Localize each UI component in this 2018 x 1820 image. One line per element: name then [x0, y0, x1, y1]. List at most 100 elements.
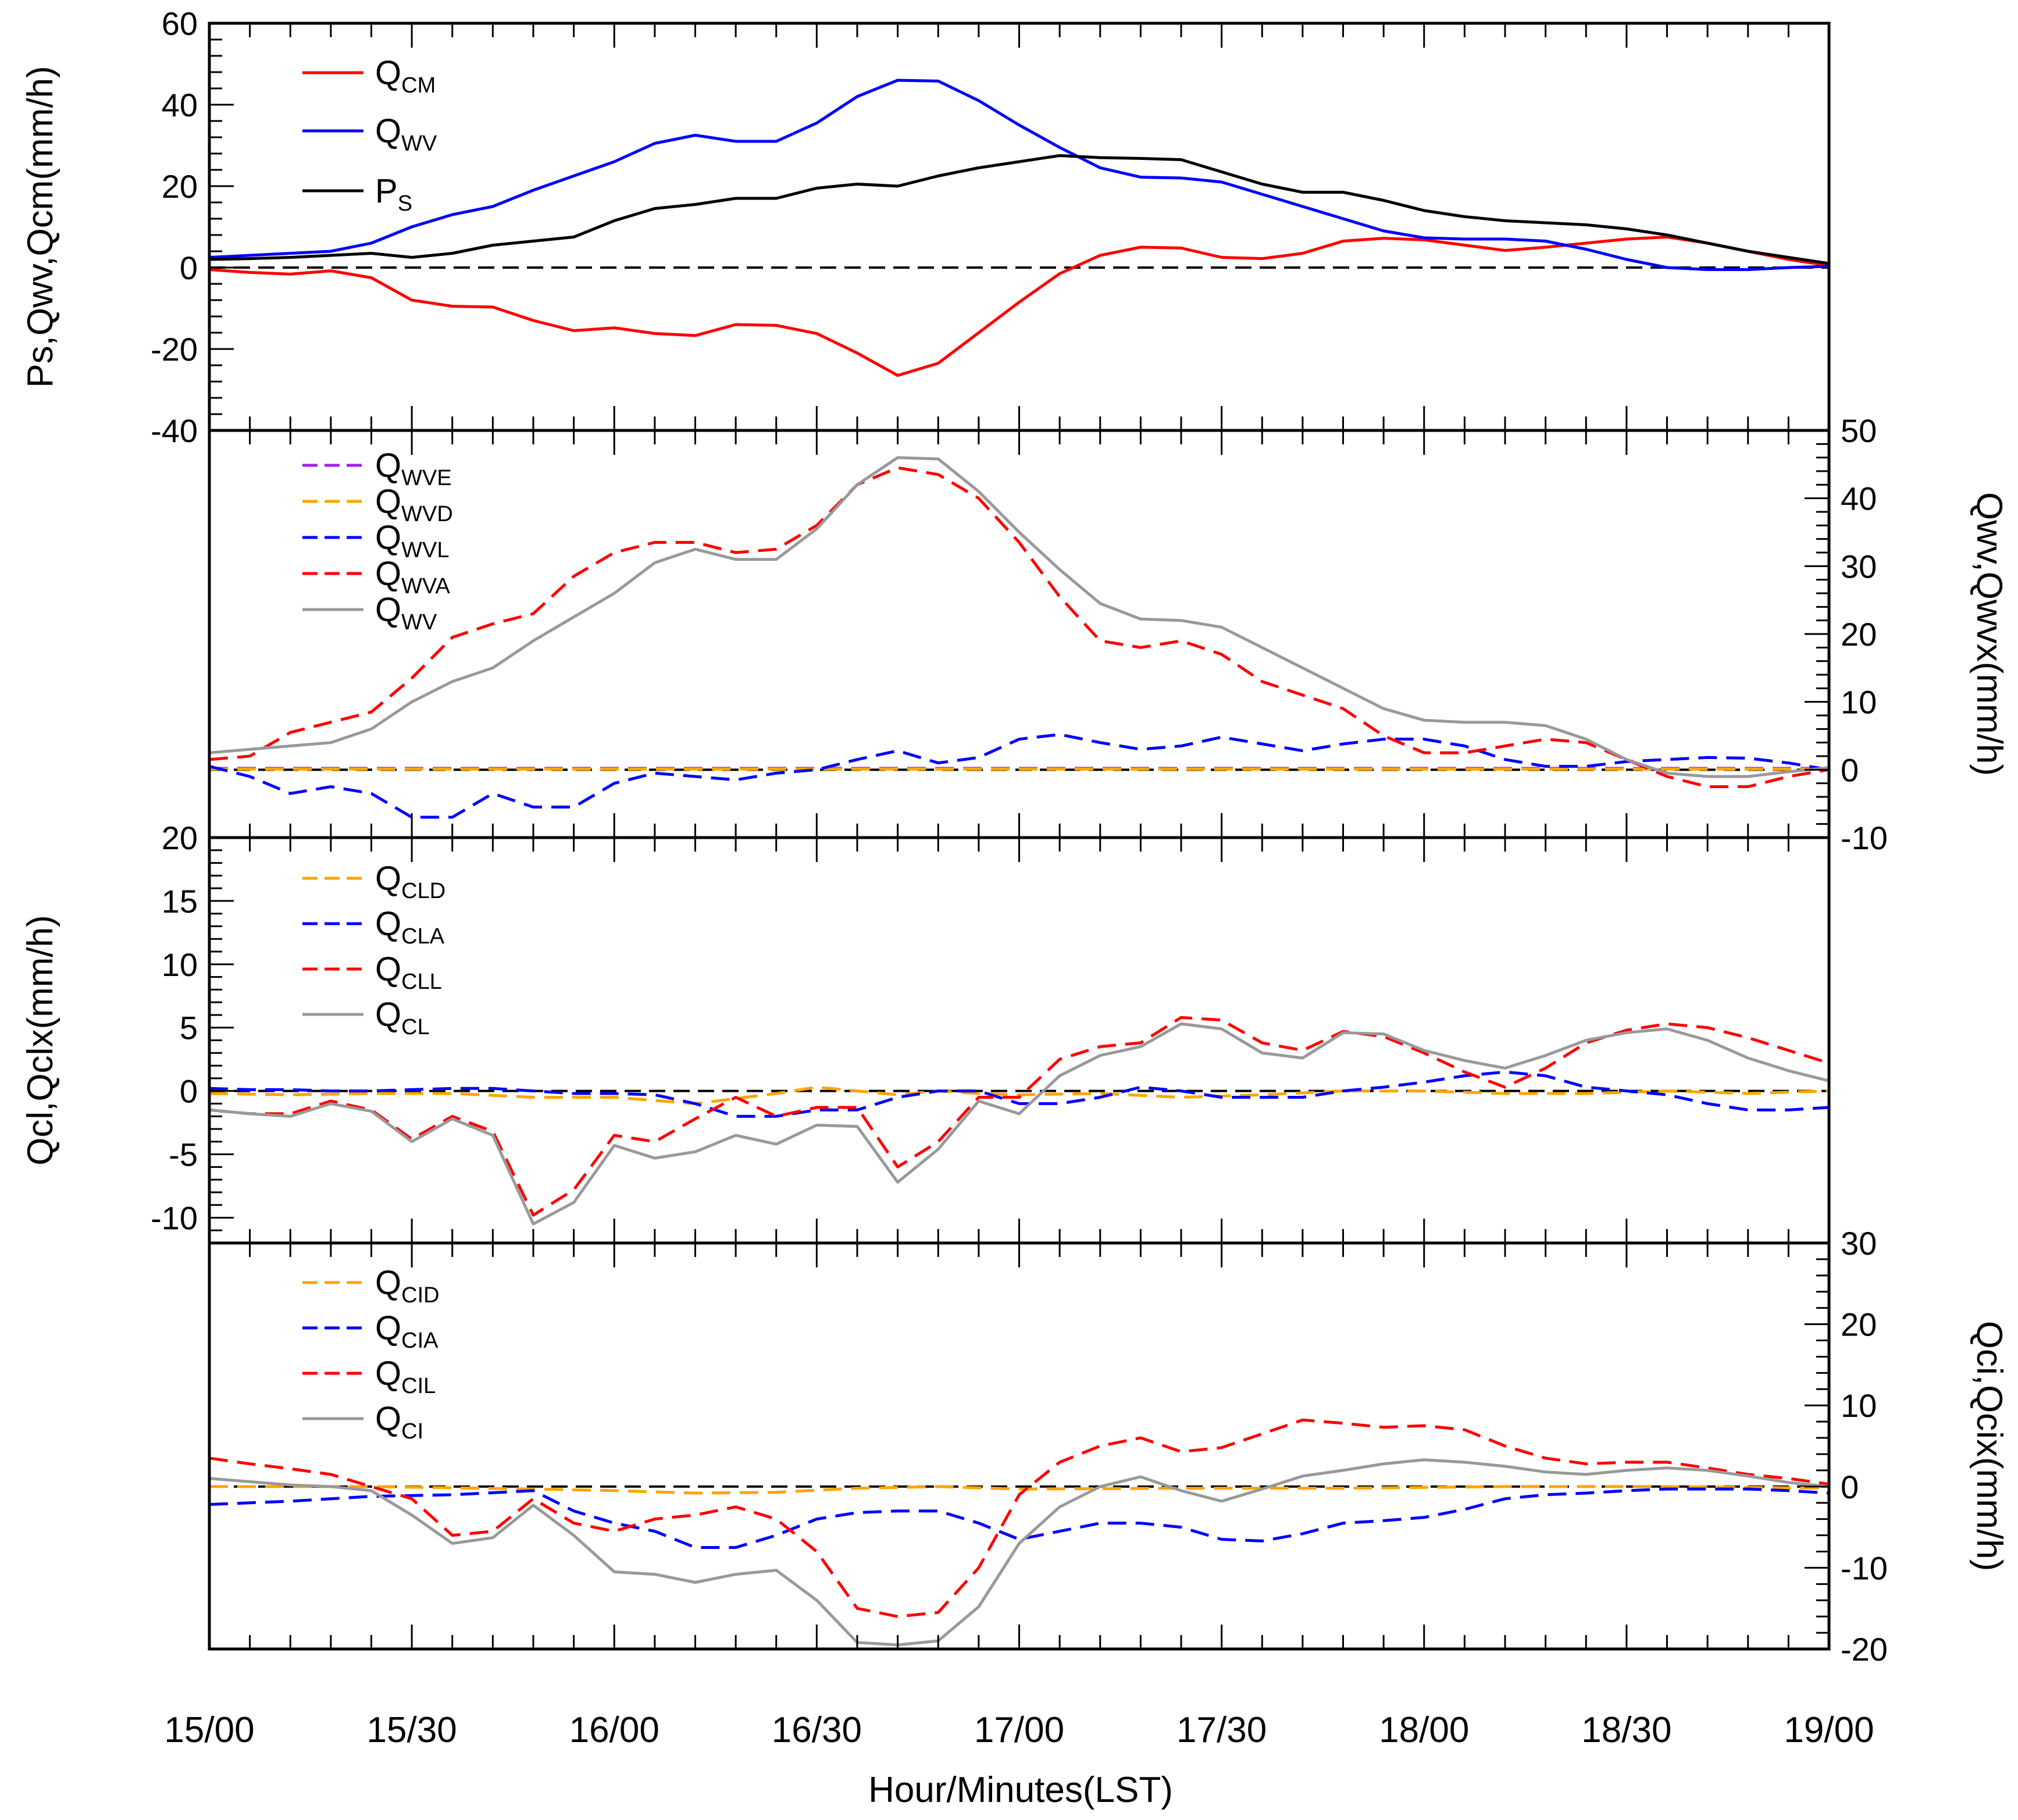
- y-tick-label: 0: [1841, 1469, 1859, 1505]
- y-axis-label: Qci,Qcix(mm/h): [1969, 1321, 2009, 1572]
- y-tick-label: 15: [162, 883, 198, 920]
- series-line-qwv: [209, 456, 1830, 778]
- x-tick-label: 17/00: [974, 1710, 1064, 1750]
- panel-4: -20-100102030Qci,Qcix(mm/h)QCIDQCIAQCILQ…: [208, 1225, 2009, 1668]
- legend-label-qcid: QCID: [375, 1264, 440, 1308]
- legend-label-qci: QCI: [375, 1400, 423, 1444]
- legend-label-subscript: CID: [401, 1283, 439, 1308]
- panel-frame: [208, 429, 1831, 839]
- legend-label-main: Q: [375, 1264, 401, 1302]
- y-tick-label: -40: [151, 412, 198, 449]
- y-tick-label: 10: [162, 946, 198, 983]
- y-tick-label: 50: [1841, 412, 1877, 449]
- y-tick-label: 0: [180, 1073, 198, 1110]
- legend-label-subscript: S: [398, 191, 412, 216]
- legend-label-qwve: QWVE: [375, 447, 452, 490]
- legend-label-subscript: WVA: [401, 574, 450, 599]
- x-tick-label: 16/00: [569, 1710, 659, 1750]
- legend-label-subscript: WVE: [401, 466, 452, 490]
- series-line-qwva: [209, 466, 1830, 788]
- legend-label-main: Q: [375, 519, 401, 557]
- y-tick-label: -10: [151, 1199, 198, 1236]
- panel-3: -10-505101520Qcl,Qclx(mm/h)QCLDQCLAQCLLQ…: [20, 820, 1831, 1245]
- y-tick-label: 20: [1841, 1306, 1877, 1343]
- x-axis-label: Hour/Minutes(LST): [868, 1770, 1173, 1810]
- x-tick-label: 18/30: [1581, 1710, 1671, 1750]
- series-line-qcil: [209, 1418, 1830, 1618]
- y-tick-label: 10: [1841, 684, 1877, 721]
- x-tick-label: 16/30: [772, 1710, 862, 1750]
- y-tick-label: 20: [162, 820, 198, 856]
- legend-label-main: Q: [375, 483, 401, 521]
- legend-label-subscript: CLA: [401, 924, 445, 949]
- legend-label-qcld: QCLD: [375, 860, 445, 903]
- legend-label-subscript: CI: [401, 1419, 423, 1444]
- legend-label-qwva: QWVA: [375, 555, 451, 599]
- legend-label-subscript: CLL: [401, 970, 442, 994]
- y-tick-label: 20: [162, 168, 198, 205]
- legend-label-main: Q: [375, 905, 401, 943]
- legend-label-subscript: WVL: [401, 538, 449, 562]
- series-line-qcld: [209, 1085, 1830, 1105]
- y-tick-label: -20: [151, 331, 198, 368]
- legend-label-subscript: CIA: [401, 1329, 438, 1353]
- legend-label-main: Q: [375, 1309, 401, 1347]
- legend-label-qwvd: QWVD: [375, 483, 453, 526]
- series-line-qcla: [209, 1070, 1830, 1118]
- y-tick-label: 30: [1841, 1225, 1877, 1262]
- series-line-qcid: [209, 1485, 1830, 1495]
- x-tick-label: 15/00: [164, 1710, 254, 1750]
- legend-label-main: Q: [375, 1355, 401, 1392]
- legend-label-qcl: QCL: [375, 996, 430, 1039]
- x-tick-label: 15/30: [367, 1710, 457, 1750]
- legend-label-subscript: CM: [401, 73, 436, 98]
- legend-label-main: Q: [375, 447, 401, 485]
- panel-frame: [208, 1241, 1831, 1651]
- y-tick-label: -10: [1841, 820, 1888, 856]
- y-tick-label: 40: [162, 87, 198, 123]
- y-tick-label: -20: [1841, 1631, 1888, 1668]
- series-line-qcia: [209, 1487, 1830, 1549]
- series-line-qwv: [209, 79, 1830, 271]
- legend-label-subscript: WV: [401, 131, 437, 156]
- legend-label-qcll: QCLL: [375, 950, 442, 994]
- legend-label-qwv: QWV: [375, 112, 437, 156]
- y-tick-label: 5: [180, 1010, 198, 1046]
- x-axis: 15/00 15/30 16/00 16/30 17/00 17/30 18/00 18/30…: [164, 1710, 1874, 1750]
- y-tick-label: 60: [162, 5, 198, 42]
- panel-frame: [208, 22, 1831, 432]
- legend-label-main: Q: [375, 112, 401, 150]
- y-tick-label: -10: [1841, 1550, 1888, 1586]
- legend-label-main: Q: [375, 860, 401, 897]
- legend-label-main: Q: [375, 996, 401, 1034]
- y-axis-label: Qwv,Qwvx(mm/h): [1969, 492, 2009, 776]
- legend-label-main: Q: [375, 1400, 401, 1438]
- legend-label-main: Q: [375, 555, 401, 593]
- legend-label-qcm: QCM: [375, 54, 436, 98]
- y-tick-label: 10: [1841, 1387, 1877, 1424]
- legend-label-subscript: WV: [401, 610, 437, 635]
- series-line-qcll: [209, 1016, 1830, 1217]
- legend-label-subscript: CIL: [401, 1374, 436, 1398]
- legend-label-main: Q: [375, 54, 401, 92]
- y-tick-label: 0: [180, 250, 198, 286]
- series-line-qcl: [209, 1022, 1830, 1226]
- y-tick-label: 0: [1841, 751, 1859, 788]
- x-tick-label: 17/30: [1176, 1710, 1267, 1750]
- series-line-qci: [209, 1458, 1830, 1647]
- legend-label-subscript: CLD: [401, 879, 445, 903]
- legend-label-main: Q: [375, 591, 401, 629]
- legend-label-subscript: WVD: [401, 502, 453, 526]
- y-tick-label: -5: [169, 1137, 198, 1173]
- y-tick-label: 20: [1841, 616, 1877, 653]
- series-line-qcm: [209, 236, 1830, 377]
- legend-label-ps: PS: [375, 172, 412, 216]
- panel-2: -1001020304050Qwv,Qwvx(mm/h)QWVEQWVDQWVL…: [208, 412, 2009, 856]
